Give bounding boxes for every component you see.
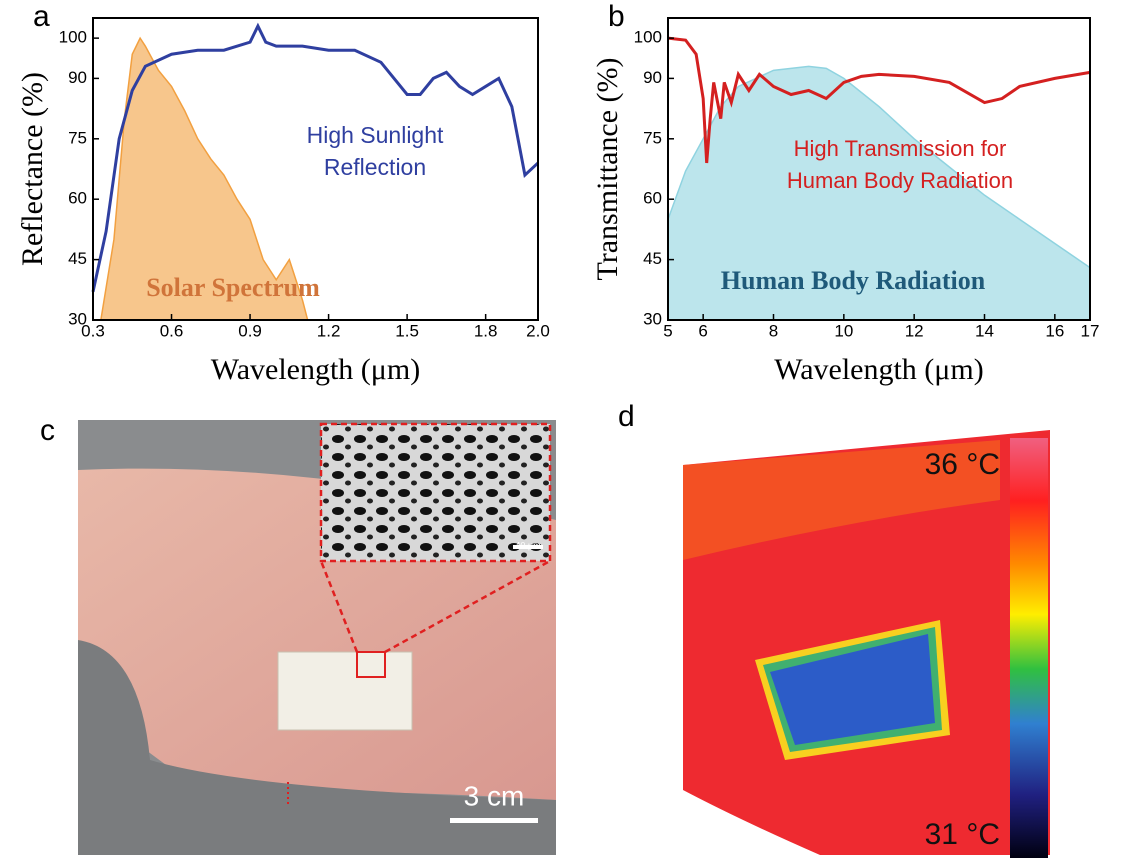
x-axis-label: Wavelength (μm) [211,353,420,386]
y-tick-label: 30 [68,309,87,328]
x-tick-label: 8 [769,321,778,340]
x-tick-label: 0.9 [238,321,262,340]
x-tick-label: 6 [698,321,707,340]
panel-label: a [33,0,50,33]
x-tick-label: 0.6 [160,321,184,340]
y-tick-label: 75 [643,128,662,147]
annotation: High Transmission for [794,136,1007,161]
y-tick-label: 90 [643,68,662,87]
x-tick-label: 17 [1081,321,1100,340]
x-tick-label: 16 [1045,321,1064,340]
y-axis-label: Reflectance (%) [16,72,49,266]
y-tick-label: 90 [68,68,87,87]
colorbar-min: 31 °C [925,818,1000,851]
chart: 5 6 8 10 12 14 16 17 30 45 60 75 90 100 Wavelength (μm… [591,0,1100,386]
y-tick-label: 100 [59,28,87,47]
y-tick-label: 30 [643,309,662,328]
x-tick-label: 12 [905,321,924,340]
panel-label: c [40,414,55,447]
x-tick-label: 5 [663,321,672,340]
x-tick-label: 1.5 [395,321,419,340]
y-tick-label: 45 [68,249,87,268]
figure: 0.30.60.91.21.51.82.03045607590100Wavele… [0,0,1129,863]
x-axis-label: Wavelength (μm) [774,353,983,386]
y-tick-label: 60 [643,189,662,208]
y-tick-label: 60 [68,189,87,208]
annotation: Human Body Radiation [787,168,1013,193]
y-tick-label: 100 [634,28,662,47]
y-tick-label: 75 [68,128,87,147]
panel-label: d [618,400,635,433]
y-axis-label: Transmittance (%) [591,57,624,280]
scale-label: 40 μm [515,540,540,550]
y-tick-label: 45 [643,249,662,268]
annotation: Human Body Radiation [721,266,986,295]
panel-label: b [608,0,625,33]
annotation: Solar Spectrum [146,273,320,302]
scale-label: 3 cm [464,780,525,811]
x-tick-label: 1.8 [474,321,498,340]
x-tick-label: 10 [834,321,853,340]
annotation: Reflection [324,154,426,180]
x-tick-label: 2.0 [526,321,550,340]
colorbar-max: 36 °C [925,448,1000,481]
x-tick-label: 1.2 [317,321,341,340]
x-tick-label: 14 [975,321,994,340]
photo-d [683,430,1050,858]
annotation: High Sunlight [307,122,444,148]
